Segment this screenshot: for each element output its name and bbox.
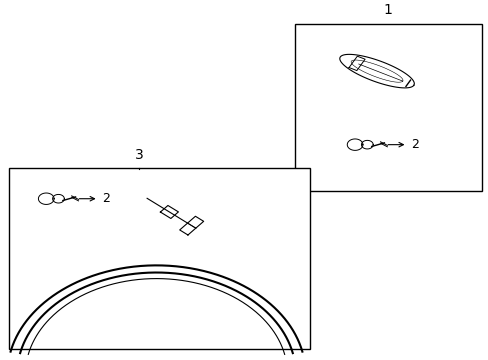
Text: 1: 1 (383, 3, 392, 17)
Text: 3: 3 (135, 148, 143, 162)
Bar (294, 24, 481, 192)
Text: 2: 2 (102, 192, 110, 205)
Bar (9, 168, 309, 349)
Text: 2: 2 (410, 138, 418, 151)
